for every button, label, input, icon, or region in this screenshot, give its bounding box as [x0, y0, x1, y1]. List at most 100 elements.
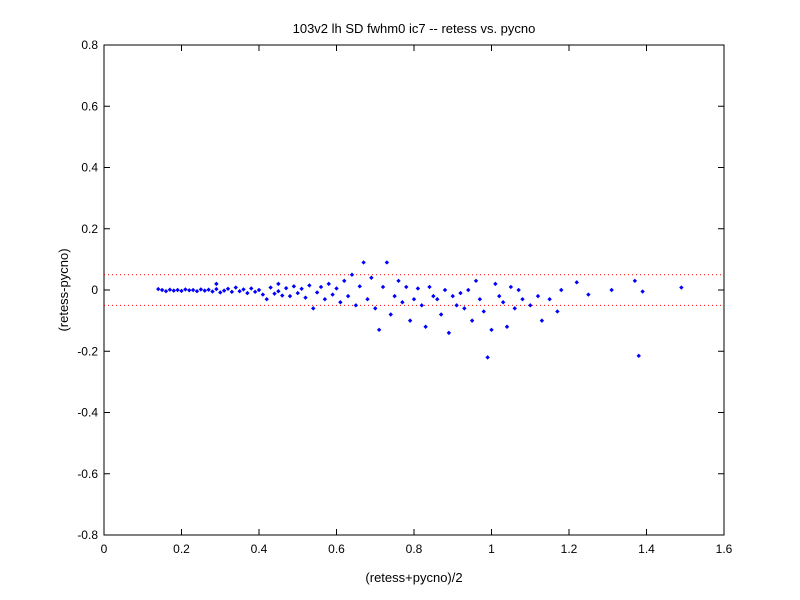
- data-point: [361, 260, 366, 265]
- data-point: [477, 296, 483, 302]
- data-point: [574, 280, 579, 285]
- data-point: [458, 290, 463, 296]
- data-point: [539, 318, 545, 323]
- data-point: [241, 287, 246, 292]
- data-point: [489, 327, 494, 333]
- data-point: [229, 289, 235, 295]
- data-point: [586, 292, 591, 297]
- x-axis-label: (retess+pycno)/2: [365, 570, 462, 585]
- data-point: [640, 289, 645, 294]
- x-tick-label: 0: [101, 542, 108, 556]
- data-point: [528, 303, 533, 308]
- data-point: [210, 289, 215, 294]
- data-point: [400, 300, 405, 305]
- data-point: [632, 278, 638, 284]
- y-tick-label: 0.6: [81, 99, 98, 113]
- y-tick-label: 0: [91, 283, 98, 297]
- data-point: [252, 289, 258, 295]
- x-tick-label: 0.8: [406, 542, 423, 556]
- data-point: [504, 324, 510, 329]
- data-point: [442, 287, 448, 293]
- data-point: [419, 303, 424, 308]
- data-point: [535, 293, 541, 299]
- data-point: [384, 260, 390, 265]
- y-tick-label: 0.8: [81, 38, 98, 52]
- data-points: [156, 260, 684, 360]
- data-point: [427, 284, 432, 290]
- data-point: [446, 330, 452, 336]
- data-point: [202, 288, 207, 293]
- data-point: [349, 272, 355, 277]
- data-point: [214, 286, 219, 292]
- data-point: [218, 290, 223, 295]
- data-point: [435, 296, 440, 302]
- y-tick-label: -0.4: [77, 406, 98, 420]
- data-point: [404, 284, 409, 290]
- data-point: [276, 281, 281, 287]
- data-point: [276, 289, 281, 294]
- reference-lines: [104, 274, 724, 306]
- data-point: [415, 286, 421, 291]
- data-point: [167, 287, 173, 292]
- x-axis-ticks: 0 0.2 0.4 0.6 0.8 1 1.2 1.4 1.6: [101, 45, 733, 556]
- data-point: [469, 318, 475, 323]
- data-point: [264, 296, 269, 302]
- data-point: [183, 287, 188, 292]
- data-point: [342, 278, 347, 284]
- data-point: [431, 293, 436, 299]
- data-point: [500, 300, 506, 305]
- data-point: [357, 284, 362, 289]
- data-point: [481, 309, 486, 314]
- y-tick-label: -0.8: [77, 528, 98, 542]
- y-tick-label: -0.2: [77, 344, 98, 358]
- data-point: [280, 293, 285, 298]
- data-point: [272, 291, 277, 296]
- data-point: [295, 290, 300, 296]
- data-point: [283, 285, 289, 291]
- data-point: [636, 353, 641, 359]
- data-point: [260, 292, 266, 297]
- data-point: [318, 284, 324, 290]
- data-point: [454, 303, 459, 308]
- data-point: [493, 281, 498, 287]
- x-tick-label: 1: [488, 542, 495, 556]
- data-point: [547, 296, 552, 302]
- data-point: [175, 287, 180, 293]
- data-point: [396, 278, 401, 284]
- y-axis-ticks: -0.8 -0.6 -0.4 -0.2 0 0.2 0.4 0.6 0.8: [77, 38, 724, 542]
- data-point: [311, 306, 316, 311]
- data-point: [287, 293, 293, 299]
- data-point: [609, 287, 614, 293]
- data-point: [268, 285, 273, 290]
- data-point: [159, 287, 165, 293]
- data-point: [450, 293, 455, 299]
- data-point: [679, 285, 684, 290]
- data-point: [369, 275, 374, 280]
- data-point: [314, 290, 320, 295]
- data-point: [256, 287, 262, 293]
- data-point: [326, 281, 331, 287]
- data-point: [508, 284, 514, 290]
- data-point: [291, 284, 297, 289]
- data-point: [388, 312, 393, 317]
- data-point: [559, 287, 564, 293]
- data-point: [187, 288, 192, 293]
- data-point: [322, 296, 328, 302]
- data-point: [334, 286, 339, 291]
- data-point: [206, 287, 211, 292]
- data-point: [330, 292, 335, 297]
- data-point: [225, 286, 231, 291]
- data-point: [179, 288, 184, 294]
- data-point: [171, 288, 176, 293]
- data-point: [233, 285, 238, 290]
- data-point: [237, 289, 242, 294]
- data-point: [473, 278, 479, 284]
- y-axis-label: (retess-pycno): [56, 248, 71, 331]
- data-point: [163, 289, 169, 294]
- data-point: [245, 290, 250, 296]
- data-point: [516, 287, 521, 293]
- data-point: [221, 288, 227, 293]
- data-point: [299, 286, 304, 291]
- data-point: [198, 287, 204, 292]
